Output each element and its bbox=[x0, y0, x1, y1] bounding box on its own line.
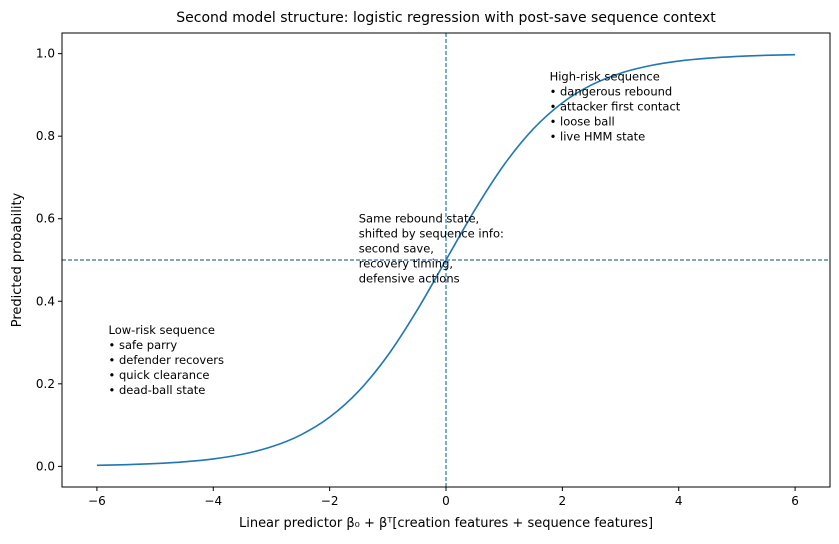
axes-frame bbox=[61, 32, 831, 488]
annotation-line: • defender recovers bbox=[109, 353, 225, 367]
y-tick-label: 1.0 bbox=[36, 47, 55, 61]
annotation-line: recovery timing, bbox=[359, 257, 453, 271]
x-tick-label: −2 bbox=[321, 494, 339, 508]
y-axis-label: Predicted probability bbox=[10, 192, 25, 327]
x-tick-label: 0 bbox=[442, 494, 450, 508]
annotation-line: • dangerous rebound bbox=[550, 84, 673, 98]
annotation-line: second save, bbox=[359, 242, 434, 256]
chart-title: Second model structure: logistic regress… bbox=[176, 10, 716, 26]
annotation-line: • quick clearance bbox=[109, 368, 210, 382]
x-tick-label: 6 bbox=[791, 494, 799, 508]
annotation-line: Same rebound state, bbox=[359, 212, 480, 226]
annotation-line: shifted by sequence info: bbox=[359, 227, 504, 241]
y-tick-label: 0.2 bbox=[36, 377, 55, 391]
x-tick-label: 4 bbox=[675, 494, 683, 508]
x-tick-label: −6 bbox=[88, 494, 106, 508]
y-tick-label: 0.6 bbox=[36, 212, 55, 226]
annotation-line: • attacker first contact bbox=[550, 99, 681, 113]
x-tick-label: −4 bbox=[204, 494, 222, 508]
x-tick-label: 2 bbox=[559, 494, 567, 508]
y-tick-label: 0.4 bbox=[36, 294, 55, 308]
y-tick-label: 0.0 bbox=[36, 459, 55, 473]
annotation-line: • loose ball bbox=[550, 114, 615, 128]
annotation-line: High-risk sequence bbox=[550, 69, 660, 83]
logistic-curve bbox=[96, 53, 796, 467]
y-tick-label: 0.8 bbox=[36, 129, 55, 143]
x-axis-label: Linear predictor β₀ + βᵀ[creation featur… bbox=[239, 516, 653, 531]
annotation-line: • safe parry bbox=[109, 338, 178, 352]
annotation-line: Low-risk sequence bbox=[109, 323, 215, 337]
annotation-line: defensive actions bbox=[359, 272, 460, 286]
annotation-line: • dead-ball state bbox=[109, 383, 206, 397]
plot-area: −6 −4 −2 0 2 4 6 0.0 0.2 0.4 0.6 0.8 1.0 Low-risk seq… bbox=[36, 33, 830, 508]
annotation-line: • live HMM state bbox=[550, 129, 646, 143]
